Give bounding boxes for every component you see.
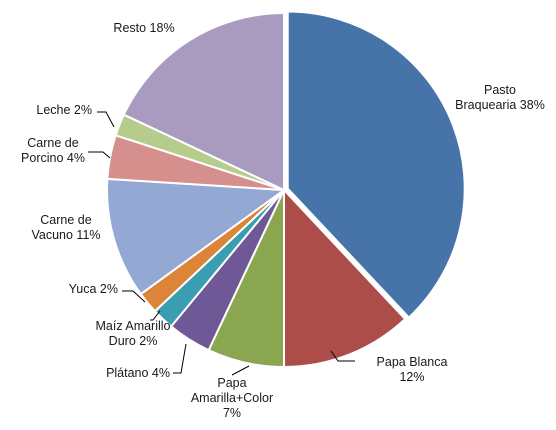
leader-line-7 [88, 151, 111, 159]
slice-label-line: 12% [399, 370, 424, 384]
slice-label-0: Pasto Braquearia 38% [455, 83, 545, 112]
slice-label-line: Amarilla+Color [191, 391, 273, 405]
leader-line-8 [97, 111, 115, 128]
pie-slices [106, 10, 466, 369]
slice-label-6: Carne de Vacuno 11% [31, 213, 100, 242]
slice-label-line: Papa Blanca [377, 355, 448, 369]
slice-label-4: Maíz Amarillo Duro 2% [95, 319, 170, 348]
slice-label-line: Plátano 4% [106, 366, 170, 380]
slice-label-line: Papa [217, 376, 246, 390]
slice-label-line: Maíz Amarillo [95, 319, 170, 333]
slice-label-line: Yuca 2% [69, 282, 118, 296]
slice-label-7: Carne de Porcino 4% [21, 136, 85, 165]
leader-line-1 [330, 350, 355, 362]
slice-label-line: Carne de [27, 136, 78, 150]
slice-label-1: Papa Blanca 12% [377, 355, 448, 384]
slice-label-5: Yuca 2% [69, 282, 118, 296]
pie-slice-0 [286, 10, 466, 319]
slice-label-line: Porcino 4% [21, 151, 85, 165]
leader-lines [88, 111, 355, 376]
slice-label-2: Papa Amarilla+Color 7% [191, 376, 273, 420]
leader-line-4 [150, 310, 161, 321]
slice-label-line: Pasto [484, 83, 516, 97]
slice-label-8: Leche 2% [36, 103, 92, 117]
slice-label-line: 7% [223, 406, 241, 420]
leader-line-5 [122, 290, 146, 303]
slice-label-line: Vacuno 11% [31, 228, 100, 242]
slice-label-line: Carne de [40, 213, 91, 227]
leader-line-2 [231, 365, 250, 376]
pie-slice-6 [106, 177, 287, 296]
slice-label-line: Duro 2% [109, 334, 158, 348]
slice-label-9: Resto 18% [113, 21, 174, 35]
slice-label-line: Leche 2% [36, 103, 92, 117]
pie-slice-1 [283, 187, 407, 369]
leader-line-3 [173, 343, 187, 374]
slice-label-3: Plátano 4% [106, 366, 170, 380]
slice-label-line: Resto 18% [113, 21, 174, 35]
slice-labels: Pasto Braquearia 38% Papa Blanca 12% Papa Ama… [21, 21, 545, 420]
slice-label-line: Braquearia 38% [455, 98, 545, 112]
pie-slice-9 [122, 11, 285, 192]
